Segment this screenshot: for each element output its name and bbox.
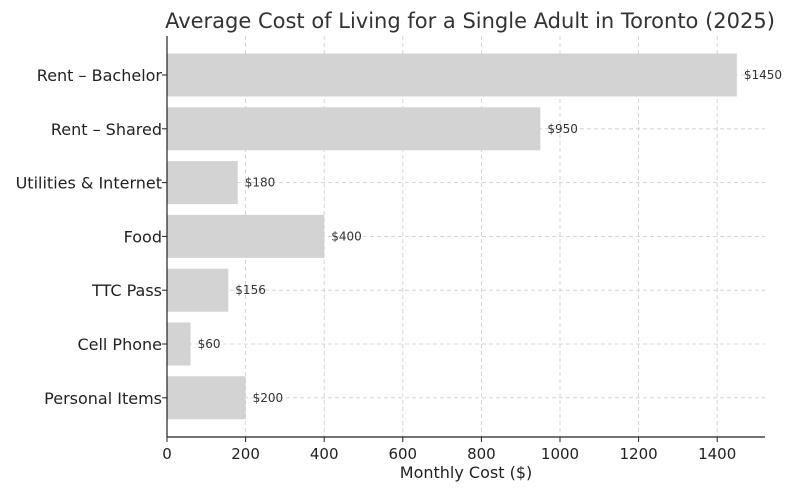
x-ticks: 0 200 400 600 800 1000 1200 1400 bbox=[162, 437, 736, 463]
bar-value-label: $200 bbox=[253, 391, 284, 405]
bar bbox=[167, 53, 737, 97]
chart-title: Average Cost of Living for a Single Adul… bbox=[165, 9, 775, 33]
x-tick-label: 1200 bbox=[620, 445, 658, 463]
bar bbox=[167, 161, 238, 205]
x-axis-label: Monthly Cost ($) bbox=[400, 463, 532, 482]
category-label: Cell Phone bbox=[77, 335, 162, 354]
bar bbox=[167, 376, 246, 420]
category-label: Food bbox=[124, 227, 162, 246]
x-tick-label: 200 bbox=[231, 445, 260, 463]
category-label: Personal Items bbox=[44, 389, 162, 408]
bar bbox=[167, 107, 541, 151]
category-label: Utilities & Internet bbox=[16, 174, 162, 193]
data-labels: $1450 $950 $180 $400 $156 $60 $200 bbox=[198, 68, 782, 405]
x-tick-label: 400 bbox=[310, 445, 339, 463]
bars bbox=[167, 53, 737, 420]
x-tick-label: 600 bbox=[388, 445, 417, 463]
bar-value-label: $400 bbox=[331, 229, 362, 243]
bar-value-label: $950 bbox=[547, 122, 578, 136]
bar bbox=[167, 214, 325, 258]
bar bbox=[167, 322, 191, 366]
category-label: Rent – Bachelor bbox=[37, 66, 163, 85]
bar-value-label: $156 bbox=[235, 283, 266, 297]
category-label: Rent – Shared bbox=[51, 120, 162, 139]
x-tick-label: 800 bbox=[467, 445, 496, 463]
x-tick-label: 0 bbox=[162, 445, 172, 463]
bar bbox=[167, 268, 229, 312]
category-labels: Rent – Bachelor Rent – Shared Utilities & … bbox=[16, 66, 167, 408]
bar-value-label: $60 bbox=[198, 337, 221, 351]
x-tick-label: 1400 bbox=[698, 445, 736, 463]
bar-value-label: $1450 bbox=[744, 68, 782, 82]
bar-value-label: $180 bbox=[245, 176, 276, 190]
category-label: TTC Pass bbox=[91, 281, 162, 300]
x-tick-label: 1000 bbox=[541, 445, 579, 463]
